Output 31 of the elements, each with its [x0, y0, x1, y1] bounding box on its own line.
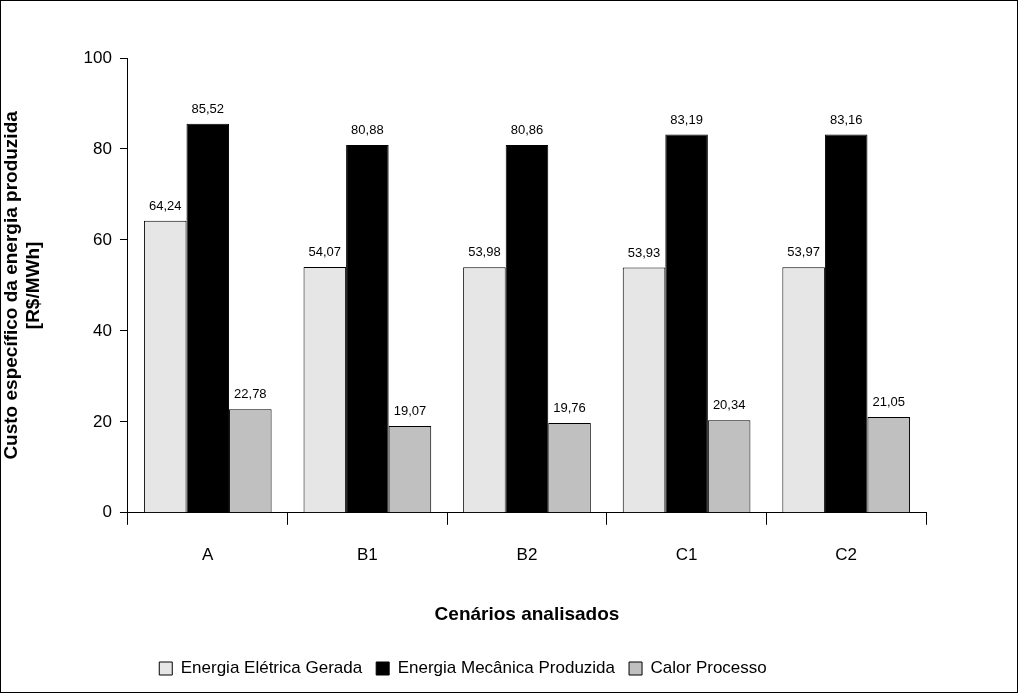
data-label: 19,76: [553, 400, 586, 416]
x-tick-label: C1: [675, 544, 698, 564]
y-tick-label: 0: [102, 502, 112, 522]
y-tick-label: 100: [83, 47, 112, 67]
y-tick-label: 20: [93, 411, 112, 431]
data-label: 80,86: [510, 122, 544, 138]
data-label: 64,24: [148, 197, 182, 213]
legend-label: Energia Elétrica Gerada: [180, 658, 363, 678]
legend-label: Calor Processo: [650, 658, 767, 678]
x-tick-label: B1: [356, 544, 378, 564]
x-tick-label: A: [202, 544, 215, 564]
data-label: 22,78: [234, 386, 267, 402]
data-label: 80,88: [351, 122, 384, 138]
data-label: 54,07: [308, 243, 342, 259]
legend-label: Energia Mecânica Produzida: [397, 658, 616, 678]
data-label: 83,16: [829, 111, 863, 127]
data-label: 53,97: [787, 244, 820, 260]
data-label: 21,05: [872, 394, 906, 410]
data-label: 53,93: [627, 244, 661, 260]
x-axis-title: Cenários analisados: [434, 602, 620, 624]
data-label: 53,98: [468, 244, 501, 260]
data-label: 83,19: [670, 111, 703, 127]
y-tick-label: 60: [93, 229, 112, 249]
y-axis-title: Custo específico da energia produzida [R$/MWh]: [0, 110, 44, 460]
x-tick-label: C2: [835, 544, 858, 564]
data-label: 19,07: [393, 403, 427, 419]
data-label: 20,34: [712, 397, 746, 413]
data-label: 85,52: [191, 100, 225, 116]
y-tick-label: 80: [93, 138, 112, 158]
x-tick-label: B2: [516, 544, 538, 564]
y-tick-label: 40: [93, 320, 112, 340]
